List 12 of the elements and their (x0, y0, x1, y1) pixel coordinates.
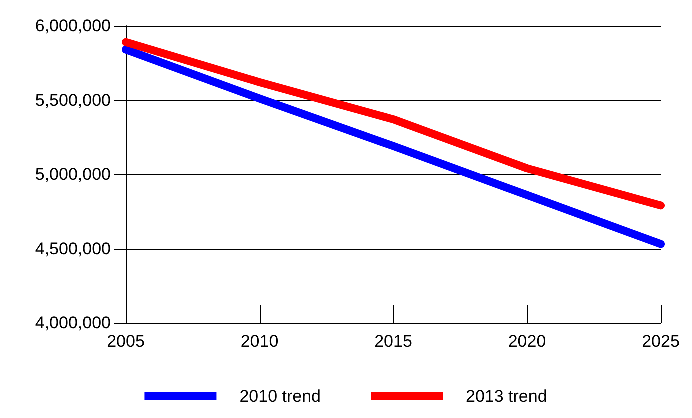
x-tick-label: 2005 (107, 332, 145, 351)
y-tick-label: 5,000,000 (35, 165, 111, 184)
x-tick-label: 2010 (240, 332, 279, 351)
legend-label: 2010 trend (240, 387, 322, 406)
x-tick-label: 2015 (374, 332, 412, 351)
y-tick-label: 6,000,000 (35, 16, 111, 36)
x-tick-label: 2020 (508, 332, 546, 351)
y-tick-label: 4,500,000 (35, 239, 111, 258)
x-tick-label: 2025 (642, 332, 680, 351)
y-tick-label: 5,500,000 (35, 90, 111, 110)
y-tick-label: 4,000,000 (35, 314, 111, 332)
legend-label: 2013 trend (466, 387, 548, 406)
